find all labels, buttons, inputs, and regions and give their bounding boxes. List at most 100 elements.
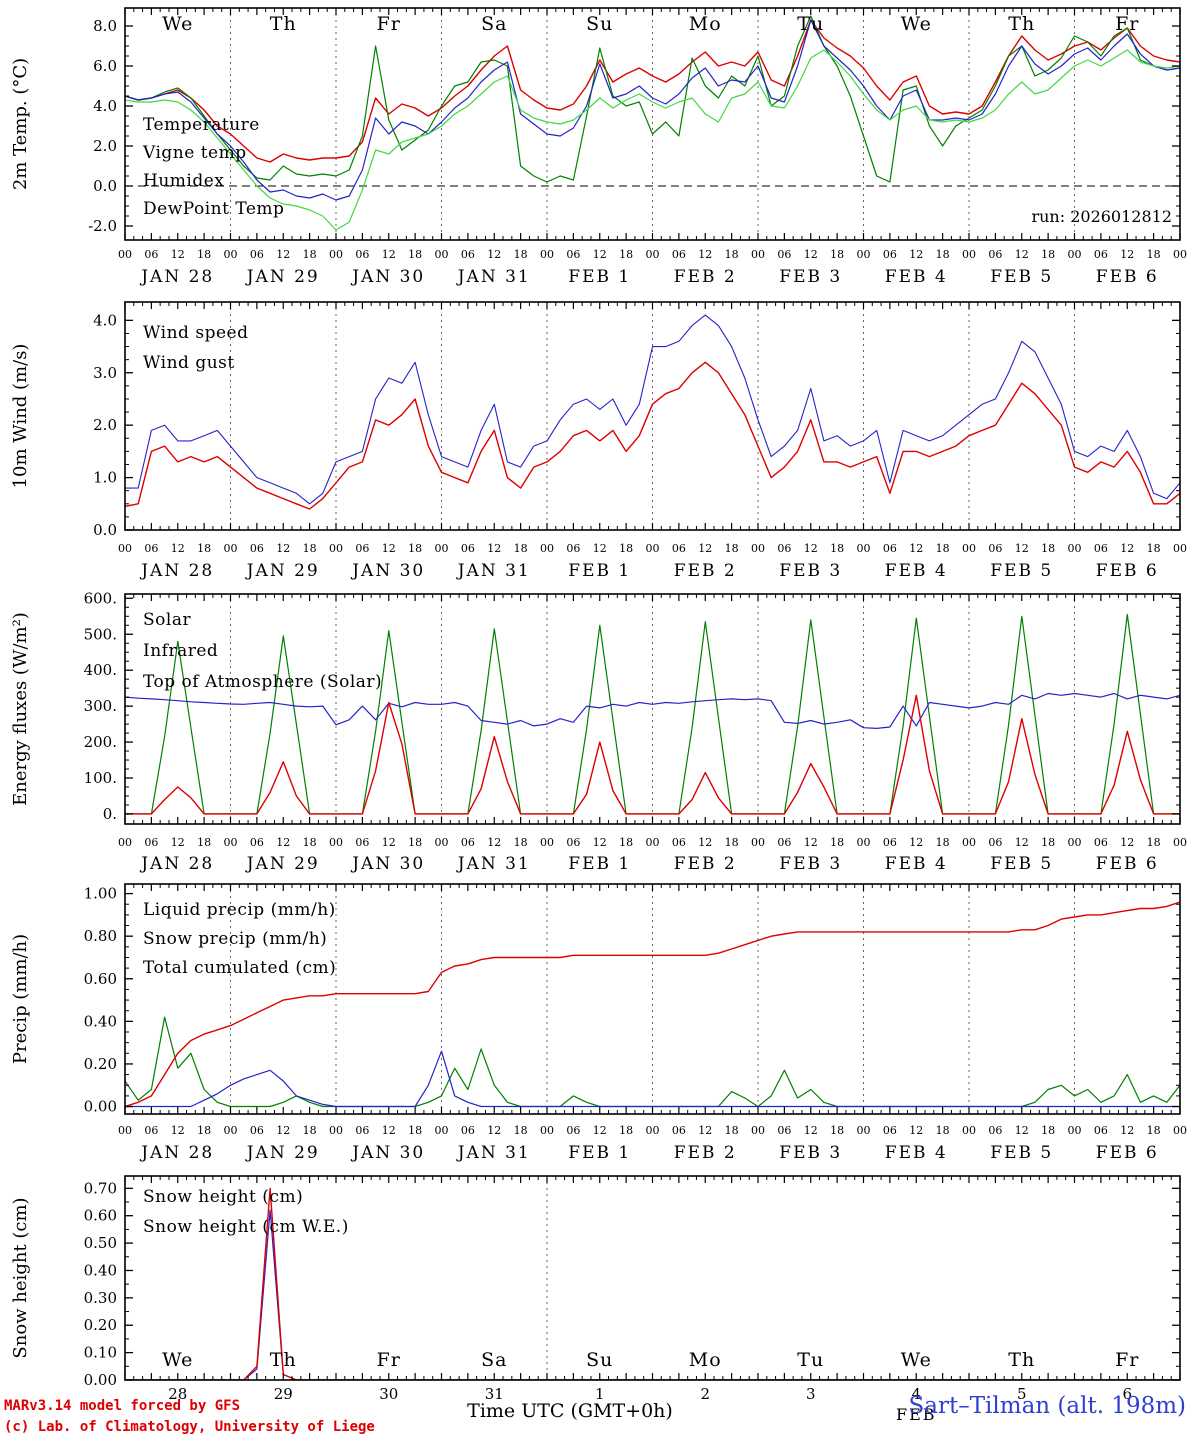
temp-labels: 00 06 12 18 00 06 12 18 00 06 12 18 00 06 12 18 00 06 12 18… bbox=[10, 13, 1187, 287]
precip-axes: 1.00 0.80 0.60 0.40 0.20 0.00 bbox=[84, 883, 1181, 1116]
y-tick-label: 300. bbox=[84, 697, 117, 715]
hour-tick-label: 12 bbox=[593, 248, 607, 261]
hour-tick-label: 00 bbox=[857, 542, 871, 555]
hour-tick-label: 18 bbox=[936, 542, 950, 555]
date-label: FEB 6 bbox=[1096, 1143, 1159, 1163]
hour-tick-label: 18 bbox=[197, 542, 211, 555]
series-solar bbox=[125, 694, 1180, 815]
hour-tick-label: 00 bbox=[1068, 542, 1082, 555]
hour-tick-label: 12 bbox=[171, 1124, 185, 1137]
y-tick-label: 0.40 bbox=[84, 1012, 117, 1030]
wind-series bbox=[125, 314, 1180, 510]
hour-tick-label: 18 bbox=[514, 1124, 528, 1137]
hour-tick-label: 12 bbox=[698, 248, 712, 261]
hour-tick-label: 00 bbox=[118, 1124, 132, 1137]
date-label: JAN 28 bbox=[139, 1143, 214, 1163]
hour-tick-label: 12 bbox=[593, 836, 607, 849]
legend-snow-height-cm-w-e-: Snow height (cm W.E.) bbox=[143, 1217, 349, 1237]
day-number-label: 31 bbox=[485, 1385, 504, 1403]
hour-tick-label: 06 bbox=[1094, 836, 1108, 849]
hour-tick-label: 06 bbox=[777, 836, 791, 849]
hour-tick-label: 00 bbox=[1173, 248, 1187, 261]
hour-tick-label: 18 bbox=[514, 542, 528, 555]
date-label: FEB 1 bbox=[568, 267, 631, 287]
date-label: JAN 29 bbox=[245, 1143, 320, 1163]
date-label: FEB 2 bbox=[674, 1143, 737, 1163]
hour-tick-label: 18 bbox=[303, 542, 317, 555]
hour-tick-label: 18 bbox=[619, 1124, 633, 1137]
hour-tick-label: 12 bbox=[1015, 248, 1029, 261]
hour-tick-label: 00 bbox=[118, 542, 132, 555]
series-infrared bbox=[125, 692, 1180, 729]
date-label: JAN 31 bbox=[456, 267, 531, 287]
hour-tick-label: 06 bbox=[566, 836, 580, 849]
hour-tick-label: 06 bbox=[355, 248, 369, 261]
date-label: JAN 30 bbox=[350, 267, 425, 287]
hour-tick-label: 00 bbox=[540, 248, 554, 261]
date-label: FEB 6 bbox=[1096, 854, 1159, 874]
hour-tick-label: 00 bbox=[962, 248, 976, 261]
hour-tick-label: 12 bbox=[909, 836, 923, 849]
hour-tick-label: 18 bbox=[936, 248, 950, 261]
hour-tick-label: 06 bbox=[566, 542, 580, 555]
hour-tick-label: 06 bbox=[250, 1124, 264, 1137]
hour-tick-label: 06 bbox=[461, 248, 475, 261]
wind-axes: 4.0 3.0 2.0 1.0 0.0 bbox=[93, 301, 1181, 539]
date-label: FEB 1 bbox=[568, 1143, 631, 1163]
day-number-label: 30 bbox=[379, 1385, 398, 1403]
series-wind-speed bbox=[125, 361, 1180, 510]
dow-label: Su bbox=[586, 1349, 613, 1371]
date-label: FEB 3 bbox=[779, 267, 842, 287]
precip-series bbox=[125, 901, 1180, 1108]
hour-tick-label: 00 bbox=[1173, 836, 1187, 849]
hour-tick-label: 18 bbox=[830, 836, 844, 849]
hour-tick-label: 18 bbox=[725, 836, 739, 849]
hour-tick-label: 06 bbox=[250, 836, 264, 849]
hour-tick-label: 12 bbox=[276, 248, 290, 261]
series-dewpoint-temp bbox=[125, 49, 1180, 231]
hour-tick-label: 12 bbox=[804, 248, 818, 261]
hour-tick-label: 06 bbox=[355, 542, 369, 555]
hour-tick-label: 00 bbox=[224, 248, 238, 261]
temp-axes: 8.0 6.0 4.0 2.0 0.0 -2.0 bbox=[88, 7, 1181, 241]
hour-tick-label: 00 bbox=[224, 1124, 238, 1137]
date-label: FEB 4 bbox=[885, 561, 948, 581]
y-tick-label: 100. bbox=[84, 769, 117, 787]
dow-label: Mo bbox=[689, 1349, 722, 1371]
hour-tick-label: 18 bbox=[303, 836, 317, 849]
hour-tick-label: 00 bbox=[857, 836, 871, 849]
energy-axes: 600. 500. 400. 300. 200. 100. 0. bbox=[84, 589, 1181, 825]
date-label: FEB 6 bbox=[1096, 267, 1159, 287]
precip-chart: 1.000.800.600.400.200.00 00 06 12 18 00 06 12 18… bbox=[10, 883, 1187, 1163]
date-label: JAN 30 bbox=[350, 854, 425, 874]
hour-tick-label: 06 bbox=[883, 542, 897, 555]
hour-tick-label: 18 bbox=[514, 836, 528, 849]
dow-label: We bbox=[901, 13, 932, 35]
y-tick-label: 0.30 bbox=[84, 1289, 117, 1307]
day-number-label: 5 bbox=[1017, 1385, 1027, 1403]
y-tick-label: 0.60 bbox=[84, 1207, 117, 1225]
date-label: FEB 4 bbox=[885, 267, 948, 287]
date-label: FEB 2 bbox=[674, 561, 737, 581]
date-label: FEB 3 bbox=[779, 561, 842, 581]
hour-tick-label: 06 bbox=[988, 542, 1002, 555]
hour-tick-label: 12 bbox=[698, 1124, 712, 1137]
dow-label: Fr bbox=[377, 1349, 401, 1371]
hour-tick-label: 18 bbox=[408, 248, 422, 261]
hour-tick-label: 00 bbox=[435, 248, 449, 261]
hour-tick-label: 06 bbox=[355, 1124, 369, 1137]
dow-label: Fr bbox=[1115, 13, 1139, 35]
hour-tick-label: 12 bbox=[487, 836, 501, 849]
hour-tick-label: 12 bbox=[487, 1124, 501, 1137]
run-label: run: 2026012812 bbox=[1031, 207, 1172, 226]
dow-label: Tu bbox=[797, 13, 824, 35]
date-label: JAN 28 bbox=[139, 854, 214, 874]
hour-tick-label: 12 bbox=[1015, 1124, 1029, 1137]
legend-top-of-atmosphere-solar-: Top of Atmosphere (Solar) bbox=[143, 672, 382, 692]
hour-tick-label: 00 bbox=[118, 836, 132, 849]
hour-tick-label: 00 bbox=[118, 248, 132, 261]
date-label: FEB 1 bbox=[568, 561, 631, 581]
dow-label: We bbox=[901, 1349, 932, 1371]
hour-tick-label: 06 bbox=[1094, 248, 1108, 261]
hour-tick-label: 00 bbox=[962, 836, 976, 849]
